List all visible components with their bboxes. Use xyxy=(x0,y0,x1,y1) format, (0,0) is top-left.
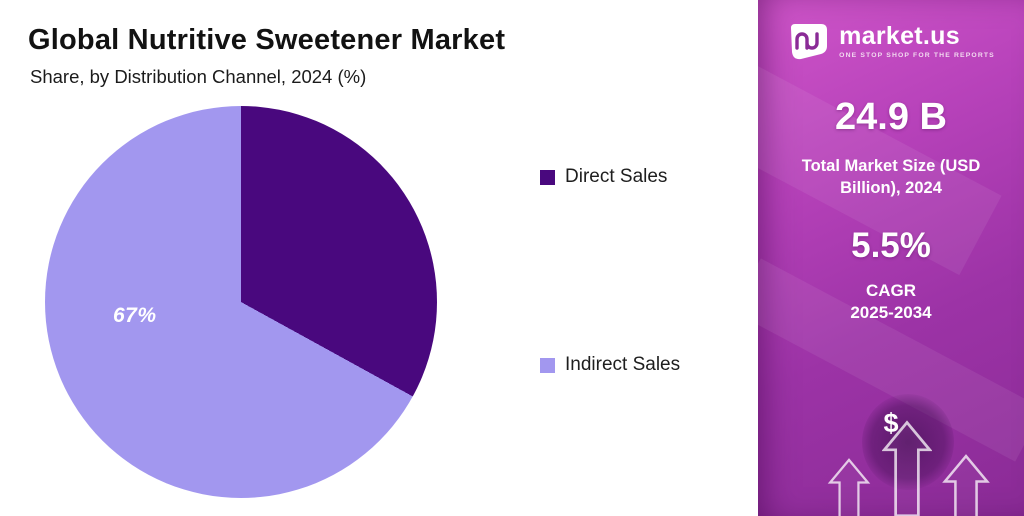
stat-cagr-label-line1: CAGR xyxy=(865,280,917,300)
legend-label-indirect-sales: Indirect Sales xyxy=(565,354,681,375)
brand-text-block: market.us ONE STOP SHOP FOR THE REPORTS xyxy=(839,21,995,59)
coin-shadow-decor xyxy=(862,394,954,490)
chart-subtitle: Share, by Distribution Channel, 2024 (%) xyxy=(30,66,367,87)
legend-swatch-indirect-sales-icon xyxy=(540,357,555,373)
legend-item-direct-sales: Direct Sales xyxy=(540,166,680,188)
marketus-logo-icon xyxy=(791,24,828,60)
stat-cagr-label-line2: 2025-2034 xyxy=(850,302,932,322)
legend-label-direct-sales: Direct Sales xyxy=(565,166,668,187)
up-arrow-icon xyxy=(942,454,990,516)
stat-market-size-value: 24.9 B xyxy=(835,96,947,138)
up-arrow-icon xyxy=(882,420,932,516)
stat-cagr-label: CAGR 2025-2034 xyxy=(758,280,1024,324)
dollar-icon: $ xyxy=(883,408,899,438)
legend-swatch-direct-sales-icon xyxy=(540,169,555,185)
stat-cagr-value: 5.5% xyxy=(851,225,931,265)
pie-chart: 67% xyxy=(45,106,437,498)
chart-legend: Direct Sales Indirect Sales xyxy=(540,166,680,376)
stat-market-size-label: Total Market Size (USD Billion), 2024 xyxy=(801,157,981,198)
up-arrow-icon xyxy=(827,458,871,516)
chart-area: Global Nutritive Sweetener Market Share,… xyxy=(28,24,681,498)
brand-panel: market.us ONE STOP SHOP FOR THE REPORTS … xyxy=(758,0,1024,516)
brand-logo: market.us ONE STOP SHOP FOR THE REPORTS xyxy=(758,22,1024,60)
brand-name: market.us xyxy=(839,21,960,50)
brand-tagline: ONE STOP SHOP FOR THE REPORTS xyxy=(839,51,995,59)
pie-slice-label-indirect: 67% xyxy=(113,304,157,327)
chart-title: Global Nutritive Sweetener Market xyxy=(28,24,506,56)
legend-item-indirect-sales: Indirect Sales xyxy=(540,354,680,376)
